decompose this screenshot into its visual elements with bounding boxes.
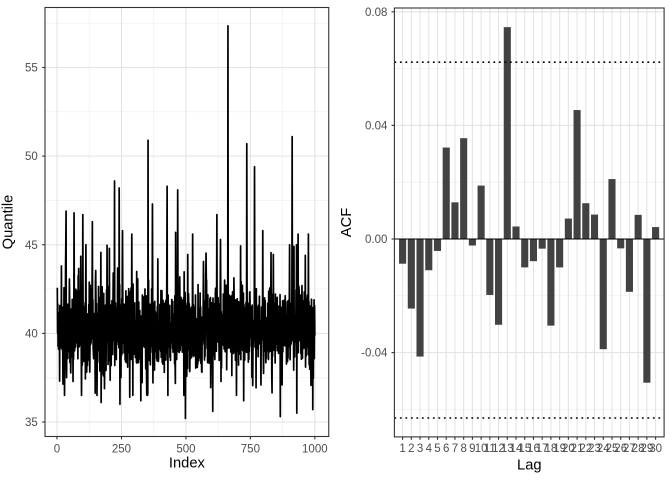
svg-text:2: 2 — [408, 443, 414, 455]
svg-text:35: 35 — [25, 417, 38, 429]
svg-text:ACF: ACF — [339, 208, 355, 237]
svg-text:750: 750 — [241, 444, 260, 456]
svg-text:0: 0 — [54, 444, 60, 456]
svg-text:3: 3 — [417, 443, 423, 455]
svg-text:250: 250 — [112, 444, 131, 456]
svg-text:17: 17 — [536, 443, 549, 455]
svg-text:1000: 1000 — [302, 444, 328, 456]
svg-text:5: 5 — [434, 443, 440, 455]
svg-text:Index: Index — [169, 456, 206, 472]
svg-text:26: 26 — [614, 443, 627, 455]
svg-text:22: 22 — [579, 443, 592, 455]
svg-text:18: 18 — [545, 443, 558, 455]
svg-text:6: 6 — [443, 443, 449, 455]
svg-text:55: 55 — [25, 63, 38, 75]
svg-text:10: 10 — [475, 443, 488, 455]
svg-text:1: 1 — [399, 443, 405, 455]
svg-text:15: 15 — [518, 443, 531, 455]
svg-text:24: 24 — [597, 443, 610, 455]
svg-text:8: 8 — [460, 443, 466, 455]
svg-text:21: 21 — [571, 443, 584, 455]
svg-text:27: 27 — [623, 443, 636, 455]
svg-text:23: 23 — [588, 443, 601, 455]
svg-text:0.04: 0.04 — [365, 121, 388, 133]
svg-text:19: 19 — [553, 443, 566, 455]
svg-text:4: 4 — [426, 443, 433, 455]
svg-text:-0.04: -0.04 — [361, 348, 388, 360]
svg-text:50: 50 — [25, 151, 38, 163]
svg-text:14: 14 — [510, 443, 523, 455]
svg-text:Lag: Lag — [517, 458, 542, 474]
svg-text:28: 28 — [632, 443, 645, 455]
svg-text:16: 16 — [527, 443, 540, 455]
svg-text:30: 30 — [649, 443, 662, 455]
svg-text:9: 9 — [469, 443, 475, 455]
svg-text:500: 500 — [176, 444, 195, 456]
svg-text:29: 29 — [640, 443, 653, 455]
svg-text:25: 25 — [606, 443, 619, 455]
svg-text:7: 7 — [452, 443, 458, 455]
svg-text:20: 20 — [562, 443, 575, 455]
svg-text:Quantile: Quantile — [1, 195, 17, 250]
svg-text:40: 40 — [25, 328, 38, 340]
svg-text:0.08: 0.08 — [365, 7, 387, 19]
svg-text:0.00: 0.00 — [365, 234, 387, 246]
svg-text:12: 12 — [492, 443, 505, 455]
svg-text:45: 45 — [25, 240, 38, 252]
svg-text:11: 11 — [484, 443, 496, 455]
svg-text:13: 13 — [501, 443, 514, 455]
